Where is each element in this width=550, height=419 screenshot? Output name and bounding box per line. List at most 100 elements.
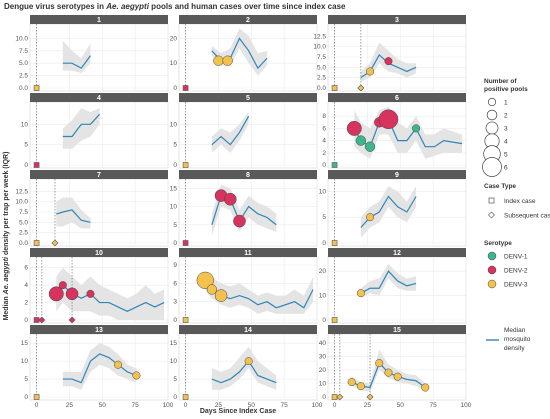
y-tick-label: 5 (173, 376, 177, 383)
panel-strip (179, 325, 317, 334)
positive-pool-point (65, 287, 79, 301)
y-tick-label: 10 (319, 380, 327, 387)
positive-pool-point (364, 141, 376, 152)
median-density-line (62, 55, 91, 69)
index-case-marker (33, 394, 40, 400)
index-case-marker (331, 162, 338, 168)
positive-pool-point (393, 372, 402, 381)
panel-frame (29, 23, 169, 92)
panel-strip (179, 248, 317, 257)
subsequent-case-marker (366, 393, 374, 401)
x-tick-label: 0 (333, 402, 337, 409)
y-tick-label: 0 (322, 394, 326, 401)
y-tick-label: 9 (173, 262, 177, 269)
y-tick-label: 0 (173, 394, 177, 401)
subsequent-case-marker (51, 239, 59, 247)
positive-pool-point (384, 57, 393, 66)
panel-6: 6 0 2 4 6 8 (322, 93, 467, 169)
y-tick-label: 0.0 (317, 85, 326, 92)
y-tick-label: 10 (170, 60, 178, 67)
index-case-marker (331, 240, 338, 246)
legend-serotype-title: Serotype (484, 240, 512, 247)
legend-line-label: density (504, 345, 525, 352)
chart-title: Dengue virus serotypes in Ae. aegypti po… (4, 2, 346, 11)
y-tick-label: 6 (322, 125, 326, 132)
y-tick-label: 30 (319, 353, 327, 360)
panel-7: 7 0.0 2.5 5.0 7.5 10.0 12.5 (15, 170, 169, 247)
positive-pool-point (233, 214, 246, 228)
panel-15: 15 0 10 20 30 40 0 25 50 75 100 (319, 325, 472, 409)
panel-strip (328, 325, 466, 334)
index-case-marker (182, 317, 189, 323)
index-case-marker (182, 85, 189, 91)
y-tick-label: 0 (173, 162, 177, 169)
panel-strip-label: 6 (395, 95, 399, 102)
x-tick-label: 25 (66, 402, 74, 409)
legend-pools-title: Number of (484, 78, 517, 85)
y-tick-label: 0.0 (19, 240, 28, 247)
y-tick-label: 2 (322, 150, 326, 157)
legend-serotype-symbol (487, 265, 497, 275)
legend-pool-size-label: 3 (504, 126, 508, 133)
iqr-band (62, 108, 100, 149)
positive-pool-point (222, 55, 233, 66)
panel-strip-label: 14 (244, 327, 252, 334)
median-density-line (211, 360, 277, 384)
panel-strip-label: 4 (97, 95, 101, 102)
panel-11: 11 0 3 6 9 (173, 248, 318, 324)
panel-frame (327, 256, 467, 324)
panel-strip-label: 5 (246, 95, 250, 102)
median-density-line (211, 115, 250, 146)
x-tick-label: 75 (430, 402, 438, 409)
index-case-marker (182, 162, 189, 168)
y-tick-label: 10 (319, 293, 327, 300)
panel-frame (327, 23, 467, 92)
y-tick-label: 5 (24, 142, 28, 149)
legend-pool-size-label: 2 (504, 113, 508, 120)
y-tick-label: 12.5 (313, 33, 326, 40)
y-tick-label: 5 (24, 376, 28, 383)
y-tick-label: 4 (24, 282, 28, 289)
positive-pool-point (114, 360, 123, 369)
panel-10: 10 0 2 4 6 (24, 248, 169, 324)
chart-title-species: Ae. aegypti (105, 2, 149, 11)
legend-pool-size-label: 1 (504, 100, 508, 107)
index-case-marker (33, 162, 40, 168)
panel-strip (328, 15, 466, 24)
y-axis-label-part: density per trap per week (IQR) (3, 152, 10, 257)
panel-strip (328, 170, 466, 179)
legend-line-label: mosquito (504, 336, 531, 343)
panel-strip-label: 15 (393, 327, 401, 334)
legend-subsequent-symbol (488, 211, 495, 219)
y-tick-label: 7.5 (19, 48, 28, 55)
panel-9: 9 0 5 10 (319, 170, 467, 247)
panel-strip-label: 3 (395, 17, 399, 24)
y-tick-label: 10 (21, 121, 29, 128)
panel-strip (30, 325, 168, 334)
iqr-band (360, 263, 417, 299)
panel-8: 8 0 5 10 15 (170, 170, 318, 247)
y-tick-label: 15 (21, 340, 29, 347)
x-tick-label: 0 (184, 402, 188, 409)
y-tick-label: 5 (173, 142, 177, 149)
legend-pools-title: positive pools (484, 86, 528, 93)
positive-pool-point (421, 383, 430, 392)
subsequent-case-marker (357, 84, 365, 92)
y-tick-label: 6 (24, 265, 28, 272)
y-tick-label: 2.5 (19, 230, 28, 237)
index-case-marker (33, 240, 40, 246)
legend-index-symbol (488, 197, 495, 204)
y-tick-label: 0 (24, 162, 28, 169)
y-tick-label: 0 (173, 240, 177, 247)
legend-serotype-label: DENV-2 (504, 268, 528, 275)
positive-pool-point (347, 378, 356, 387)
panel-strip (328, 93, 466, 102)
index-case-marker (331, 85, 338, 91)
positive-pool-point (378, 109, 399, 129)
y-tick-label: 4 (322, 138, 326, 145)
index-case-marker (331, 394, 338, 400)
panel-strip-label: 7 (97, 172, 101, 179)
chart-title-part: pools and human cases over time since in… (149, 2, 346, 11)
y-tick-label: 0 (24, 394, 28, 401)
panel-strip-label: 12 (393, 250, 401, 257)
